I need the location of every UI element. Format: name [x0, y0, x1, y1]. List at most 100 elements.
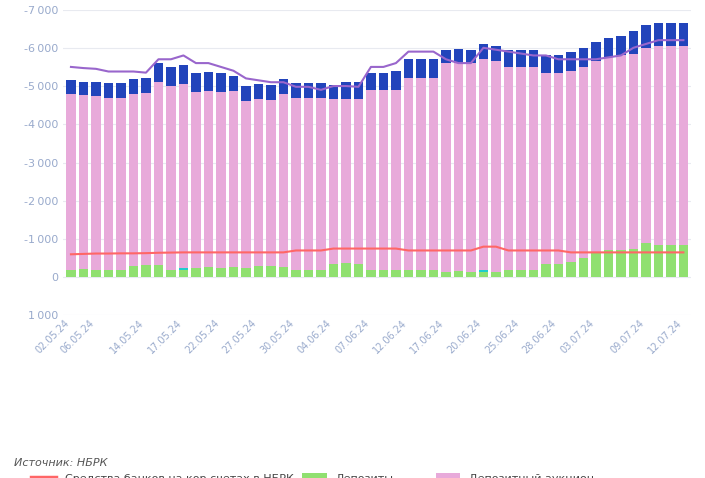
Bar	[266, 266, 276, 277]
Bar	[228, 91, 238, 267]
Bar	[616, 250, 626, 277]
Bar	[91, 96, 101, 270]
Bar	[379, 90, 388, 270]
Bar	[403, 78, 413, 270]
Bar	[154, 265, 164, 277]
Bar	[366, 90, 376, 270]
Bar	[78, 82, 88, 95]
Bar	[191, 73, 201, 92]
Bar	[416, 59, 426, 78]
Bar	[491, 61, 501, 272]
Bar	[403, 59, 413, 78]
Bar	[304, 83, 313, 98]
Bar	[479, 59, 489, 270]
Bar	[291, 270, 301, 277]
Bar	[341, 82, 351, 99]
Bar	[629, 31, 638, 54]
Bar	[316, 270, 326, 277]
Bar	[579, 258, 588, 277]
Bar	[128, 94, 138, 266]
Bar	[154, 82, 164, 265]
Bar	[128, 79, 138, 94]
Bar	[591, 252, 601, 277]
Bar	[678, 46, 688, 245]
Bar	[541, 264, 551, 277]
Bar	[166, 86, 176, 270]
Bar	[466, 50, 476, 63]
Bar	[341, 99, 351, 263]
Bar	[603, 38, 613, 57]
Bar	[516, 67, 526, 270]
Bar	[154, 63, 164, 82]
Bar	[441, 63, 450, 272]
Bar	[166, 270, 176, 277]
Bar	[666, 23, 676, 46]
Bar	[391, 71, 401, 90]
Bar	[141, 265, 151, 277]
Bar	[416, 78, 426, 270]
Legend: Средства банков на кор.счетах в НБРК, Сальдо, Депозиты, Обратное РЕПО, Депозитны: Средства банков на кор.счетах в НБРК, Са…	[31, 473, 594, 478]
Bar	[353, 82, 363, 99]
Bar	[366, 270, 376, 277]
Bar	[466, 272, 476, 277]
Bar	[629, 249, 638, 277]
Bar	[541, 55, 551, 73]
Bar	[678, 23, 688, 46]
Bar	[316, 83, 326, 98]
Bar	[353, 264, 363, 277]
Bar	[304, 98, 313, 270]
Bar	[516, 50, 526, 67]
Bar	[278, 267, 288, 277]
Bar	[616, 55, 626, 250]
Bar	[453, 49, 463, 63]
Bar	[453, 63, 463, 271]
Bar	[491, 272, 501, 277]
Bar	[641, 243, 651, 277]
Bar	[529, 67, 539, 270]
Bar	[278, 95, 288, 267]
Bar	[516, 270, 526, 277]
Bar	[479, 272, 489, 277]
Bar	[191, 92, 201, 268]
Bar	[316, 98, 326, 270]
Bar	[616, 36, 626, 55]
Bar	[266, 100, 276, 266]
Bar	[254, 266, 263, 277]
Bar	[278, 79, 288, 95]
Bar	[429, 59, 439, 78]
Bar	[641, 48, 651, 243]
Bar	[579, 67, 588, 258]
Bar	[391, 270, 401, 277]
Bar	[541, 73, 551, 264]
Bar	[141, 93, 151, 265]
Bar	[78, 95, 88, 269]
Bar	[566, 52, 576, 71]
Text: Источник: НБРК: Источник: НБРК	[14, 458, 108, 468]
Bar	[416, 270, 426, 277]
Bar	[291, 83, 301, 98]
Bar	[66, 94, 76, 270]
Bar	[91, 82, 101, 96]
Bar	[78, 269, 88, 277]
Bar	[529, 50, 539, 67]
Bar	[353, 99, 363, 264]
Bar	[603, 57, 613, 250]
Bar	[228, 76, 238, 91]
Bar	[553, 55, 563, 73]
Bar	[104, 98, 114, 270]
Bar	[666, 245, 676, 277]
Bar	[216, 268, 226, 277]
Bar	[291, 98, 301, 270]
Bar	[304, 270, 313, 277]
Bar	[116, 83, 125, 98]
Bar	[104, 83, 114, 98]
Bar	[329, 85, 338, 99]
Bar	[216, 73, 226, 92]
Bar	[178, 270, 188, 277]
Bar	[241, 86, 251, 101]
Bar	[178, 84, 188, 268]
Bar	[503, 67, 513, 270]
Bar	[166, 67, 176, 86]
Bar	[116, 270, 125, 277]
Bar	[329, 99, 338, 264]
